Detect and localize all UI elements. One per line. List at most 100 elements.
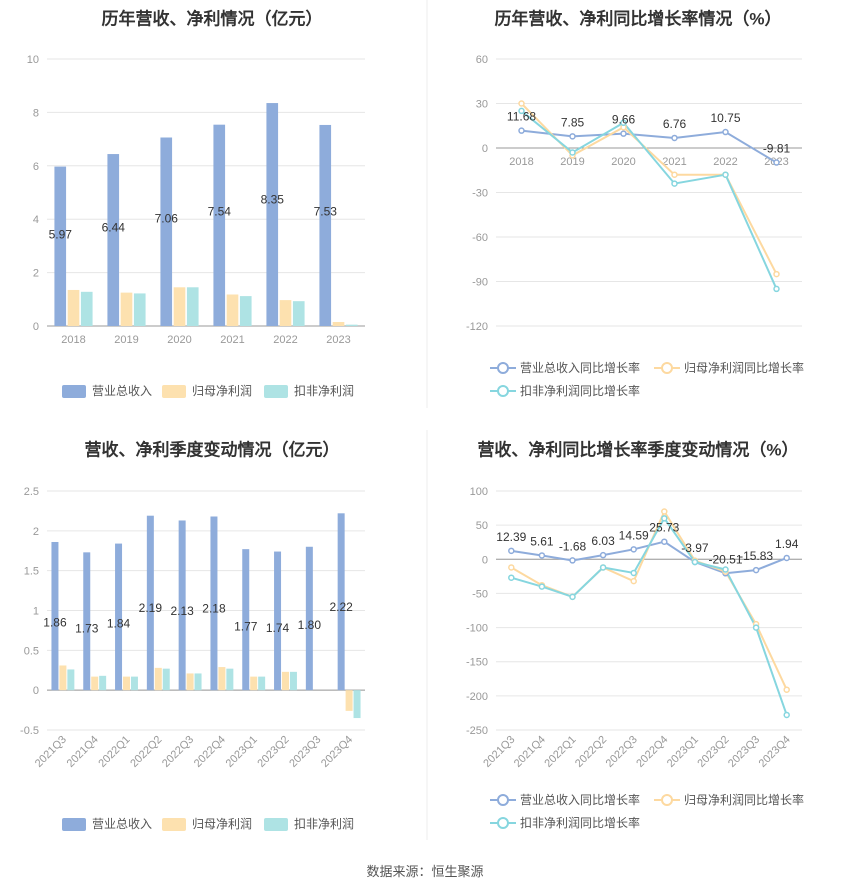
y-tick-label: -0.5 xyxy=(20,725,39,737)
legend-item[interactable]: 营业总收入 xyxy=(62,384,152,398)
data-label: 2.13 xyxy=(170,604,194,618)
point-marker xyxy=(661,508,668,515)
bar-deducted-profit xyxy=(186,287,199,326)
point-marker xyxy=(661,515,668,522)
bar-revenue xyxy=(54,166,67,326)
x-tick-label: 2022Q4 xyxy=(192,734,228,770)
data-label: 1.74 xyxy=(266,621,290,635)
bar-net-profit xyxy=(59,665,67,691)
bar-deducted-profit xyxy=(258,676,266,691)
point-marker xyxy=(783,711,790,719)
x-tick-label: 2023Q3 xyxy=(726,734,762,770)
legend-item[interactable]: 扣非净利润 xyxy=(264,817,354,831)
legend-item[interactable]: 扣非净利润同比增长率 xyxy=(490,383,640,398)
point-marker xyxy=(661,538,668,545)
x-tick-label: 2022Q3 xyxy=(160,734,196,770)
data-label: 9.66 xyxy=(612,113,636,127)
bar-net-profit xyxy=(282,671,289,691)
bar-deducted-profit xyxy=(194,673,202,691)
data-label: -1.68 xyxy=(559,539,587,553)
legend-item[interactable]: 营业总收入 xyxy=(62,817,152,831)
x-tick-label: 2021 xyxy=(220,334,244,346)
point-marker xyxy=(518,100,525,107)
point-marker xyxy=(671,171,678,178)
point-marker xyxy=(630,577,637,585)
point-marker xyxy=(569,133,576,140)
y-tick-label: -120 xyxy=(466,321,488,333)
data-label: -15.83 xyxy=(739,549,773,563)
data-label: 1.94 xyxy=(775,537,799,551)
legend-marker xyxy=(497,817,509,829)
x-tick-label: 2023Q2 xyxy=(255,734,291,770)
bar-deducted-profit xyxy=(133,293,146,326)
legend-swatch xyxy=(264,385,288,398)
y-tick-label: -60 xyxy=(472,232,488,244)
bar-revenue xyxy=(107,154,120,326)
y-tick-label: 10 xyxy=(27,54,39,66)
x-tick-label: 2022Q1 xyxy=(96,734,132,770)
legend-item[interactable]: 营业总收入同比增长率 xyxy=(490,792,640,807)
point-marker xyxy=(508,547,515,555)
point-marker xyxy=(783,686,790,693)
bar-net-profit xyxy=(91,676,99,691)
x-tick-label: 2022Q2 xyxy=(128,734,164,770)
data-label: 2.19 xyxy=(139,601,163,615)
chart-annual-growth: 历年营收、净利同比增长率情况（%） -120 -90 -60 -30 0 30 60 2018 2… xyxy=(466,8,804,398)
legend-item[interactable]: 归母净利润 xyxy=(162,384,252,398)
y-tick-label: 0 xyxy=(33,321,39,333)
y-tick-label: 2 xyxy=(33,268,39,280)
legend-item[interactable]: 营业总收入同比增长率 xyxy=(490,360,640,375)
bar-revenue xyxy=(178,520,186,691)
data-label: 5.61 xyxy=(530,534,554,548)
data-label: 6.03 xyxy=(591,534,615,548)
y-tick-label: 30 xyxy=(476,99,488,111)
y-tick-label: 0 xyxy=(33,685,39,697)
legend-item[interactable]: 归母净利润同比增长率 xyxy=(654,360,804,375)
point-marker xyxy=(508,574,515,581)
chart-annual-values: 历年营收、净利情况（亿元） 0 2 4 6 8 10 2018 2019 2020 2021 2022… xyxy=(27,8,365,398)
data-label: 1.77 xyxy=(234,620,258,634)
legend-item[interactable]: 扣非净利润同比增长率 xyxy=(490,815,640,830)
point-marker xyxy=(599,551,607,559)
legend-swatch xyxy=(162,818,186,831)
legend-label: 归母净利润 xyxy=(192,817,252,831)
legend-item[interactable]: 扣非净利润 xyxy=(264,384,354,398)
point-marker xyxy=(538,583,546,590)
legend-marker xyxy=(661,362,673,374)
point-marker xyxy=(569,593,576,601)
data-label: 6.44 xyxy=(102,220,126,234)
point-marker xyxy=(569,557,576,564)
legend-label: 营业总收入同比增长率 xyxy=(520,360,640,375)
data-label: 1.73 xyxy=(75,621,99,635)
y-tick-label: 2 xyxy=(33,526,39,538)
x-tick-label: 2021Q3 xyxy=(33,734,69,770)
y-tick-label: 4 xyxy=(33,214,39,226)
x-tick-label: 2022Q1 xyxy=(542,734,578,770)
x-tick-label: 2021Q3 xyxy=(481,734,517,770)
data-label: 2.22 xyxy=(329,600,353,614)
x-tick-label: 2021Q4 xyxy=(65,734,101,770)
y-tick-label: 8 xyxy=(33,107,39,119)
point-marker xyxy=(508,564,515,571)
point-marker xyxy=(691,558,699,566)
legend-marker xyxy=(497,362,509,374)
data-label: -20.51 xyxy=(708,552,742,566)
x-tick-label: 2021 xyxy=(662,156,686,168)
point-marker xyxy=(722,171,729,178)
x-tick-label: 2023 xyxy=(326,334,350,346)
bar-revenue xyxy=(160,137,173,326)
bar-deducted-profit xyxy=(130,676,138,691)
point-marker xyxy=(518,107,525,115)
x-tick-label: 2021Q4 xyxy=(512,734,548,770)
legend-swatch xyxy=(62,818,86,831)
data-label: 1.84 xyxy=(107,616,131,630)
bar-deducted-profit xyxy=(67,669,75,691)
x-tick-label: 2023Q3 xyxy=(287,734,323,770)
bar-revenue xyxy=(242,549,250,691)
point-marker xyxy=(620,130,627,137)
legend-item[interactable]: 归母净利润 xyxy=(162,817,252,831)
data-label: 1.86 xyxy=(43,616,67,630)
chart-quarterly-growth: 营收、净利同比增长率季度变动情况（%） -250 -200 -150 -100 -50 0 5… xyxy=(466,439,804,830)
legend-item[interactable]: 归母净利润同比增长率 xyxy=(654,792,804,807)
point-marker xyxy=(752,566,760,574)
